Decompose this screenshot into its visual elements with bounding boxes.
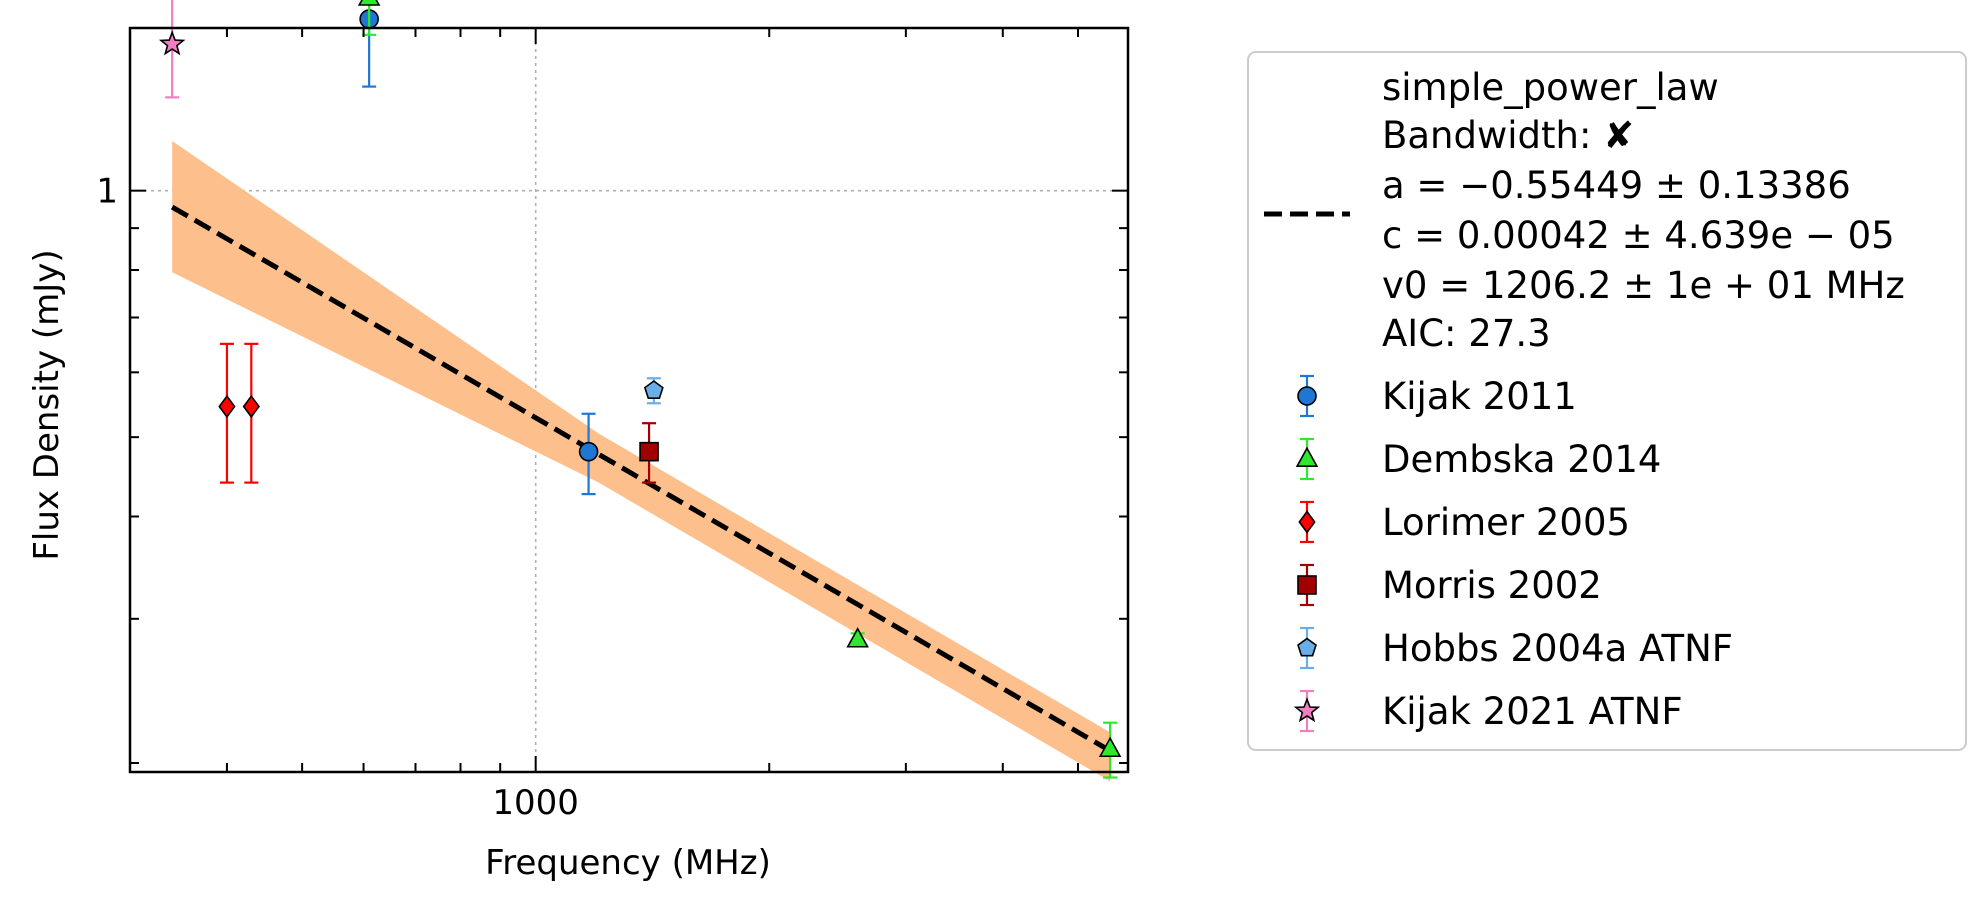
legend-fit-param-c: c = 0.00042 ± 4.639e − 05 [1382, 214, 1895, 257]
legend-fit-aic: AIC: 27.3 [1382, 312, 1551, 355]
point-dembska-2014 [1098, 736, 1122, 758]
y-axis-label: Flux Density (mJy) [27, 249, 67, 560]
legend-fit-bandwidth-label: Bandwidth: [1382, 114, 1603, 157]
data-points [158, 0, 1122, 779]
point-lorimer-2005 [218, 394, 236, 419]
point-hobbs-2004a-atnf [643, 380, 664, 400]
legend-marker-kijak-2011 [1297, 386, 1317, 406]
legend-label-morris-2002: Morris 2002 [1382, 564, 1602, 607]
legend-label-kijak-2021-atnf: Kijak 2021 ATNF [1382, 690, 1683, 733]
point-lorimer-2005 [242, 394, 260, 419]
point-morris-2002 [639, 441, 659, 462]
legend-box [1247, 51, 1967, 751]
legend-fit-name: simple_power_law [1382, 66, 1719, 109]
axes-border [128, 26, 1130, 774]
legend-fit-param-v0: v0 = 1206.2 ± 1e + 01 MHz [1382, 264, 1905, 307]
axis-ticks [129, 28, 1128, 772]
y-tick-label: 1 [96, 172, 118, 212]
x-tick-label: 1000 [492, 783, 579, 823]
point-kijak-2011 [578, 441, 599, 462]
point-dembska-2014 [846, 627, 869, 648]
legend-label-dembska-2014: Dembska 2014 [1382, 438, 1661, 481]
legend-marker-kijak-2021-atnf [1293, 697, 1321, 723]
tick-labels: 1000 1 [96, 172, 579, 823]
legend-series-entries: Kijak 2011 Dembska 2014 Lorimer 2005 Morris… [1293, 374, 1733, 733]
legend-marker-morris-2002 [1297, 575, 1317, 595]
x-axis-label: Frequency (MHz) [485, 843, 771, 883]
legend: simple_power_law Bandwidth: ✘ a = −0.554… [1247, 51, 1967, 751]
legend-marker-lorimer-2005 [1298, 510, 1316, 534]
legend-fit-param-a: a = −0.55449 ± 0.13386 [1382, 164, 1851, 207]
legend-label-lorimer-2005: Lorimer 2005 [1382, 501, 1630, 544]
legend-label-kijak-2011: Kijak 2011 [1382, 375, 1577, 418]
legend-fit-bandwidth: Bandwidth: ✘ [1382, 114, 1634, 157]
legend-marker-hobbs-2004a-atnf [1297, 637, 1317, 657]
point-kijak-2021-atnf [158, 30, 186, 56]
axes-frame [128, 26, 1130, 774]
legend-marker-dembska-2014 [1295, 446, 1319, 468]
cross-icon: ✘ [1603, 114, 1634, 157]
point-dembska-2014 [357, 0, 381, 6]
legend-label-hobbs-2004a-atnf: Hobbs 2004a ATNF [1382, 627, 1733, 670]
